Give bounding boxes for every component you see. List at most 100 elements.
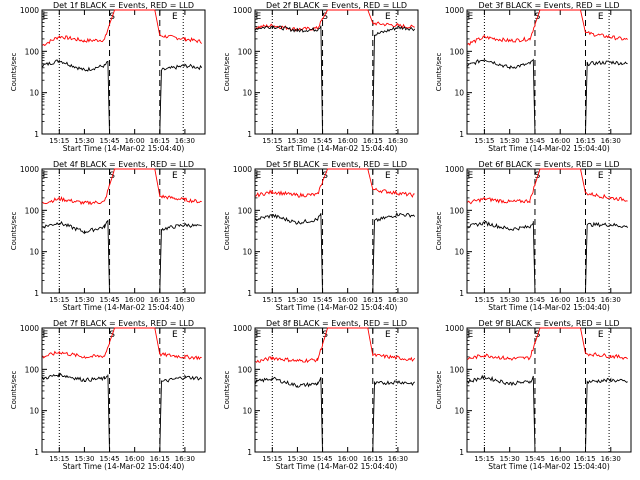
y-axis-label: Counts/sec: [223, 212, 231, 251]
x-tick-label: 15:15: [262, 296, 282, 304]
y-tick-label: 100: [450, 47, 465, 56]
event-letter-e: E: [468, 330, 474, 340]
event-letter-e: E: [598, 330, 604, 340]
detector-plot-7: Det 7f BLACK = Events, RED = LLD Counts/s…: [10, 319, 206, 471]
x-axis-label: Start Time (14-Mar-02 15:04:40): [488, 462, 610, 471]
x-tick-label: 15:30: [500, 137, 520, 145]
y-tick-label: 1: [459, 448, 464, 457]
y-tick-label: 1: [247, 289, 252, 298]
x-tick-label: 15:30: [287, 455, 307, 463]
plot-frame: [41, 9, 206, 135]
series-lld-line: [255, 168, 415, 198]
x-axis-label: Start Time (14-Mar-02 15:04:40): [488, 303, 610, 312]
y-tick-label: 100: [238, 47, 253, 56]
x-axis-label: Start Time (14-Mar-02 15:04:40): [63, 462, 185, 471]
x-tick-label: 15:45: [99, 137, 119, 145]
event-letter-e: E: [172, 12, 178, 22]
x-tick-label: 16:30: [388, 455, 408, 463]
y-tick-label: 100: [25, 365, 40, 374]
x-tick-label: 15:30: [74, 455, 94, 463]
event-letter-e: E: [256, 12, 262, 22]
x-tick-label: 16:15: [575, 296, 595, 304]
y-tick-label: 1: [247, 448, 252, 457]
event-letter-e: E: [172, 330, 178, 340]
y-tick-label: 10: [454, 248, 464, 257]
series-events-line: [467, 58, 628, 135]
y-tick-label: 1000: [20, 6, 39, 15]
x-tick-label: 16:00: [125, 455, 145, 463]
x-tick-label: 15:45: [99, 455, 119, 463]
event-letter-e: E: [43, 171, 49, 181]
event-letter-e: E: [598, 171, 604, 181]
y-tick-label: 1000: [445, 165, 464, 174]
y-tick-label: 10: [454, 407, 464, 416]
plot-frame: [466, 168, 632, 294]
plot-title: Det 9f BLACK = Events, RED = LLD: [478, 319, 619, 328]
x-axis-label: Start Time (14-Mar-02 15:04:40): [63, 303, 185, 312]
x-tick-label: 15:15: [262, 455, 282, 463]
x-tick-label: 16:30: [175, 296, 195, 304]
x-tick-label: 16:15: [363, 296, 383, 304]
x-tick-label: 16:00: [338, 137, 358, 145]
plot-title: Det 1f BLACK = Events, RED = LLD: [53, 1, 194, 10]
detector-plot-4: Det 4f BLACK = Events, RED = LLD Counts/s…: [10, 160, 206, 312]
detector-plot-3: Det 3f BLACK = Events, RED = LLD Counts/s…: [435, 1, 632, 153]
series-lld-line: [255, 327, 416, 363]
y-tick-label: 1: [459, 289, 464, 298]
x-axis-label: Start Time (14-Mar-02 15:04:40): [488, 144, 610, 153]
x-tick-label: 15:15: [474, 137, 494, 145]
x-tick-label: 16:00: [338, 455, 358, 463]
plot-frame: [254, 327, 419, 453]
y-tick-label: 1000: [233, 6, 252, 15]
x-tick-label: 16:15: [363, 455, 383, 463]
event-letter-e: E: [468, 12, 474, 22]
x-tick-label: 16:15: [150, 455, 170, 463]
plot-frame: [466, 9, 632, 135]
x-tick-label: 16:00: [550, 455, 570, 463]
y-tick-label: 10: [454, 89, 464, 98]
series-events-line: [42, 58, 203, 135]
x-axis-label: Start Time (14-Mar-02 15:04:40): [276, 462, 398, 471]
y-tick-label: 1: [34, 289, 39, 298]
x-tick-label: 15:30: [74, 137, 94, 145]
x-tick-label: 16:30: [175, 455, 195, 463]
x-tick-label: 15:45: [525, 455, 545, 463]
x-tick-label: 15:45: [525, 296, 545, 304]
y-tick-label: 100: [25, 206, 40, 215]
y-tick-label: 10: [242, 89, 252, 98]
x-tick-label: 15:45: [312, 455, 332, 463]
x-tick-label: 16:00: [338, 296, 358, 304]
y-tick-label: 1: [247, 130, 252, 139]
series-events-line: [255, 25, 416, 135]
x-tick-label: 15:45: [99, 296, 119, 304]
event-letter-e: E: [385, 12, 391, 22]
x-tick-label: 15:30: [500, 296, 520, 304]
x-tick-label: 16:00: [125, 296, 145, 304]
x-tick-label: 16:30: [601, 296, 621, 304]
x-tick-label: 16:00: [550, 137, 570, 145]
y-tick-label: 1: [34, 448, 39, 457]
event-letter-e: E: [385, 330, 391, 340]
event-letter-e: E: [385, 171, 391, 181]
series-lld-line: [467, 9, 628, 46]
event-letter-e: E: [256, 171, 262, 181]
x-axis-label: Start Time (14-Mar-02 15:04:40): [276, 144, 398, 153]
event-letter-s: S: [322, 12, 328, 22]
plot-title: Det 2f BLACK = Events, RED = LLD: [266, 1, 407, 10]
plot-title: Det 5f BLACK = Events, RED = LLD: [266, 160, 407, 169]
x-tick-label: 15:45: [312, 137, 332, 145]
plot-frame: [41, 168, 206, 294]
detector-plot-1: Det 1f BLACK = Events, RED = LLD Counts/s…: [10, 1, 206, 153]
y-axis-label: Counts/sec: [10, 212, 18, 251]
series-lld-line: [42, 327, 202, 361]
detector-plot-9: Det 9f BLACK = Events, RED = LLD Counts/s…: [435, 319, 632, 471]
x-tick-label: 16:15: [150, 296, 170, 304]
y-axis-label: Counts/sec: [223, 371, 231, 410]
series-events-line: [467, 374, 628, 453]
x-tick-label: 16:00: [550, 296, 570, 304]
event-letter-e: E: [598, 12, 604, 22]
y-axis-label: Counts/sec: [10, 53, 18, 92]
x-tick-label: 15:15: [474, 296, 494, 304]
x-tick-label: 16:30: [601, 137, 621, 145]
y-tick-label: 100: [238, 365, 253, 374]
